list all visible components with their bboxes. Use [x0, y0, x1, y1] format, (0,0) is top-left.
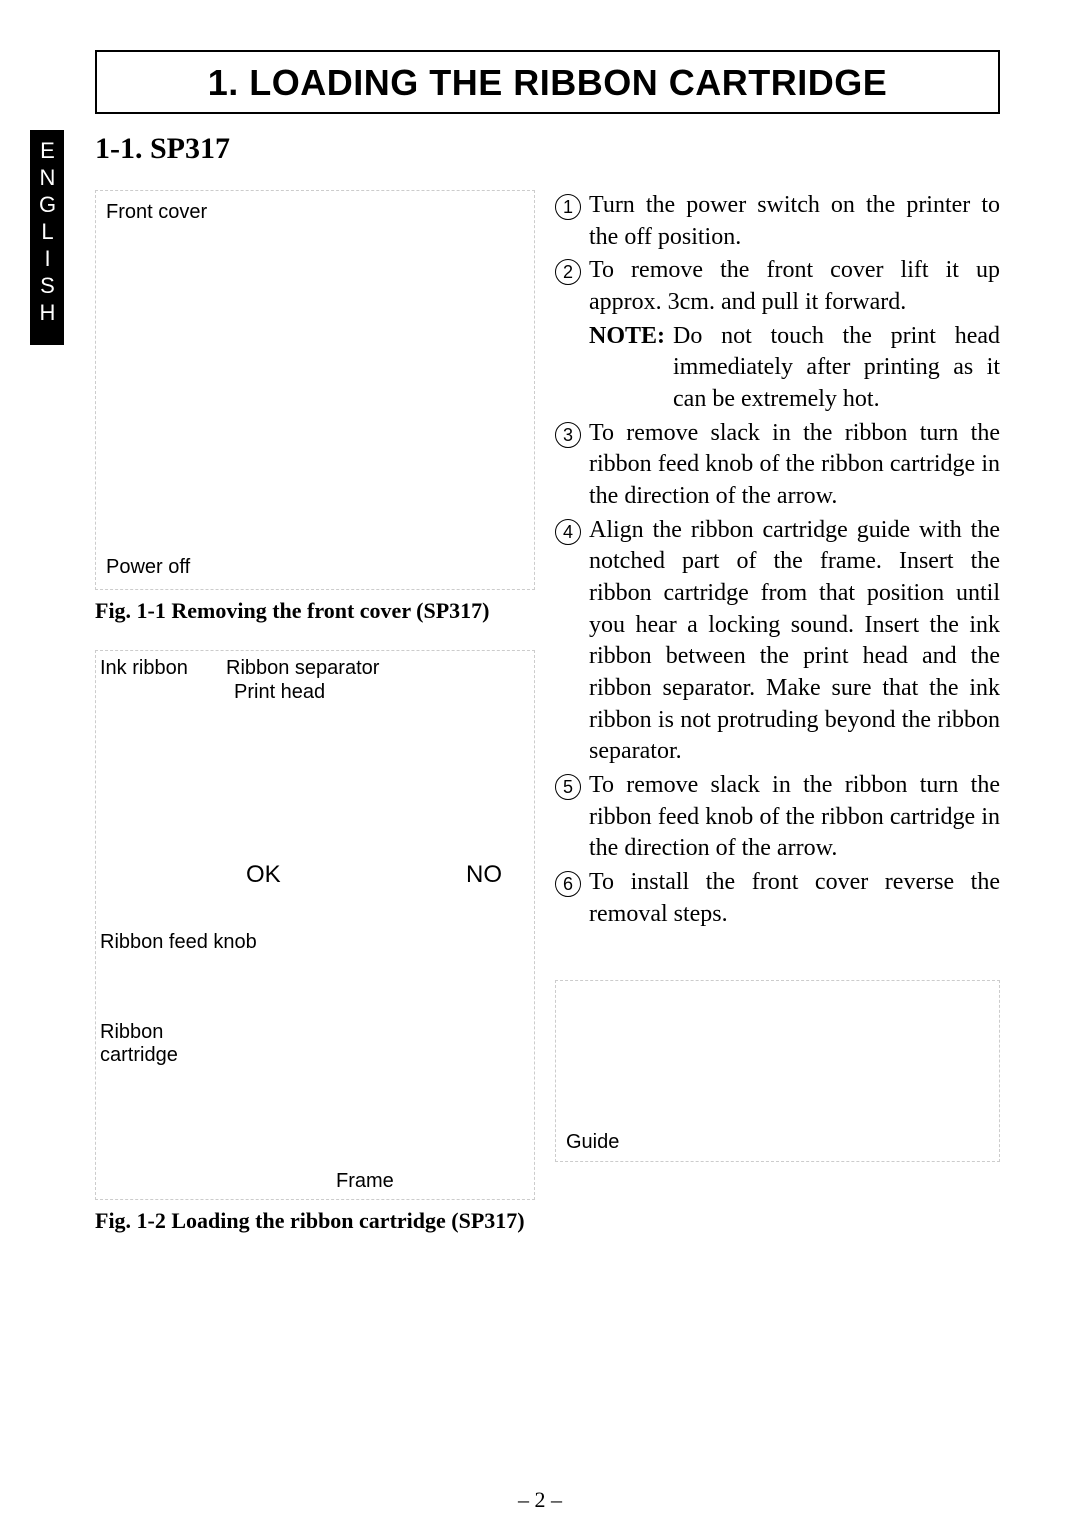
figure-2-illustration: Ink ribbon Ribbon separator Print head O… [95, 650, 535, 1200]
fig2-label-ribbon-separator: Ribbon separator [226, 657, 379, 680]
step-number-icon: 3 [555, 422, 581, 448]
step-4: 4 Align the ribbon cartridge guide with … [555, 515, 1000, 768]
step-text: Turn the power switch on the printer to … [589, 190, 1000, 253]
step-text: To remove slack in the ribbon turn the r… [589, 418, 1000, 513]
step-text: To remove slack in the ribbon turn the r… [589, 770, 1000, 865]
figure-1-caption: Fig. 1-1 Removing the front cover (SP317… [95, 598, 535, 624]
chapter-title: 1. LOADING THE RIBBON CARTRIDGE [97, 62, 998, 104]
step-text: Align the ribbon cartridge guide with th… [589, 515, 1000, 768]
step-number-icon: 5 [555, 774, 581, 800]
step-text: To remove the front cover lift it up app… [589, 255, 1000, 415]
section-heading: 1-1. SP317 [95, 132, 1000, 166]
step-number-icon: 1 [555, 194, 581, 220]
instruction-steps: 1 Turn the power switch on the printer t… [555, 190, 1000, 1260]
guide-illustration: Guide [555, 980, 1000, 1162]
step-text: To install the front cover reverse the r… [589, 867, 1000, 930]
language-tab: ENGLISH [30, 130, 64, 345]
fig1-label-front-cover: Front cover [106, 201, 524, 224]
fig2-label-ribbon-feed-knob: Ribbon feed knob [100, 931, 257, 954]
fig2-label-ribbon-cartridge: Ribbon cartridge [100, 1021, 178, 1067]
guide-label: Guide [566, 1129, 619, 1155]
fig2-label-frame: Frame [336, 1170, 394, 1193]
step-1: 1 Turn the power switch on the printer t… [555, 190, 1000, 253]
step-number-icon: 4 [555, 519, 581, 545]
chapter-title-box: 1. LOADING THE RIBBON CARTRIDGE [95, 50, 1000, 114]
page-number: – 2 – [0, 1487, 1080, 1513]
fig2-label-no: NO [466, 861, 502, 889]
step-number-icon: 6 [555, 871, 581, 897]
step-5: 5 To remove slack in the ribbon turn the… [555, 770, 1000, 865]
fig2-label-ok: OK [246, 861, 281, 889]
step-6: 6 To install the front cover reverse the… [555, 867, 1000, 930]
step-2: 2 To remove the front cover lift it up a… [555, 255, 1000, 415]
fig1-label-power-off: Power off [106, 556, 524, 579]
step-2-body: To remove the front cover lift it up app… [589, 257, 1000, 315]
fig2-label-ink-ribbon: Ink ribbon [100, 657, 188, 680]
fig2-label-print-head: Print head [234, 681, 325, 704]
note-text: Do not touch the print head immediately … [673, 321, 1000, 416]
step-3: 3 To remove slack in the ribbon turn the… [555, 418, 1000, 513]
step-number-icon: 2 [555, 259, 581, 285]
figure-2-caption: Fig. 1-2 Loading the ribbon cartridge (S… [95, 1208, 535, 1234]
figure-1-illustration: Front cover Power off [95, 190, 535, 590]
note-label: NOTE: [589, 321, 673, 416]
